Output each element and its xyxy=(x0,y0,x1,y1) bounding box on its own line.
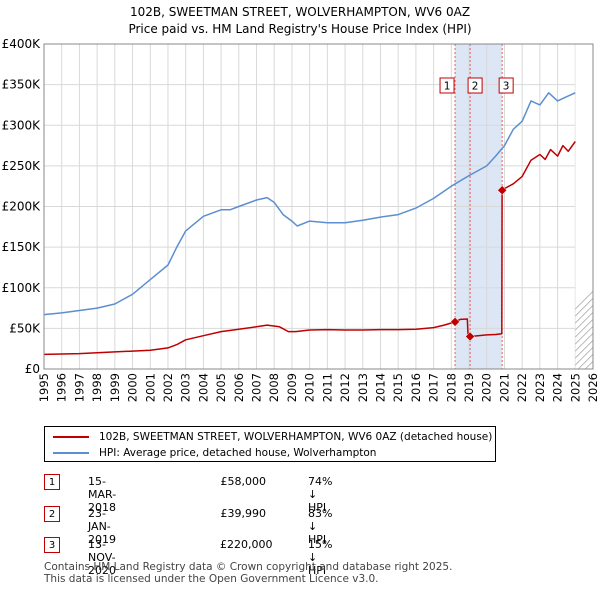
y-tick-label: £150K xyxy=(2,240,42,254)
y-tick-label: £100K xyxy=(2,281,42,295)
plot-frame xyxy=(43,43,594,370)
legend-item-property: 102B, SWEETMAN STREET, WOLVERHAMPTON, WV… xyxy=(53,429,492,445)
footer-copyright: Contains HM Land Registry data © Crown c… xyxy=(44,561,453,573)
transaction-marker-3 xyxy=(497,185,508,196)
transaction-label-text: 2 xyxy=(472,81,479,93)
x-tick-label: 2023 xyxy=(533,373,547,402)
legend-swatch-property xyxy=(53,436,89,438)
future-region xyxy=(575,44,593,369)
transaction-label-box-1 xyxy=(439,77,455,94)
future-hatch-line xyxy=(575,304,594,324)
x-tick-label: 2002 xyxy=(161,373,175,402)
x-tick-label: 2010 xyxy=(303,373,317,402)
transaction-marker-2 xyxy=(465,331,475,342)
x-tick-label: 2007 xyxy=(250,373,264,402)
transaction-label-box-2 xyxy=(467,77,483,94)
x-tick-label: 2021 xyxy=(497,373,511,402)
y-tick-label: £50K xyxy=(9,321,41,335)
transaction-number: 3 xyxy=(44,537,60,553)
legend-item-hpi: HPI: Average price, detached house, Wolv… xyxy=(53,445,376,461)
x-tick-label: 2003 xyxy=(179,373,193,402)
x-tick-label: 2004 xyxy=(196,373,210,402)
x-tick-label: 1999 xyxy=(108,373,122,402)
axes-layer: £0 £50K £100K £150K £200K £250K £300K £350K £400… xyxy=(2,37,600,402)
x-tick-label: 2005 xyxy=(214,373,228,402)
y-tick-label: £200K xyxy=(2,200,42,214)
transaction-number: 1 xyxy=(44,474,60,490)
x-tick-label: 1996 xyxy=(55,373,69,402)
transaction-date: 23-JAN-2019 xyxy=(88,507,116,546)
x-tick-label: 2001 xyxy=(143,373,157,402)
footer-licence: This data is licensed under the Open Gov… xyxy=(44,573,379,585)
x-tick-label: 2026 xyxy=(586,373,600,402)
transaction-markers-layer xyxy=(450,185,508,342)
transaction-label-text: 3 xyxy=(503,81,510,93)
transaction-label-text: 1 xyxy=(444,81,451,93)
y-tick-label: £300K xyxy=(2,118,42,132)
y-tick-label: £0 xyxy=(25,362,40,376)
x-tick-label: 2024 xyxy=(551,373,565,402)
x-tick-label: 2019 xyxy=(462,373,476,402)
x-tick-label: 2025 xyxy=(568,373,582,402)
transaction-hpi: 83% ↓ HPI xyxy=(308,507,333,546)
property-price-line xyxy=(43,141,576,356)
y-tick-label: £250K xyxy=(2,159,42,173)
x-tick-label: 2012 xyxy=(338,373,352,402)
transaction-hpi: 15% ↓ HPI xyxy=(308,538,333,577)
hpi-line xyxy=(43,92,576,316)
y-tick-label: £400K xyxy=(2,37,42,51)
transaction-price: £220,000 xyxy=(220,538,273,551)
x-tick-label: 2017 xyxy=(427,373,441,402)
transaction-marker-1 xyxy=(450,317,460,327)
x-tick-label: 2011 xyxy=(320,373,334,402)
x-tick-label: 2000 xyxy=(126,373,140,402)
x-tick-label: 2016 xyxy=(409,373,423,402)
transaction-date: 15-MAR-2018 xyxy=(88,475,117,514)
transaction-label-box-3 xyxy=(498,77,514,94)
legend-label-hpi: HPI: Average price, detached house, Wolv… xyxy=(99,447,377,459)
chart-subtitle: Price paid vs. HM Land Registry's House … xyxy=(128,22,472,36)
x-tick-label: 2006 xyxy=(232,373,246,402)
transaction-price: £58,000 xyxy=(220,475,267,488)
legend-label-property: 102B, SWEETMAN STREET, WOLVERHAMPTON, WV… xyxy=(99,431,493,443)
chart-title: 102B, SWEETMAN STREET, WOLVERHAMPTON, WV… xyxy=(129,5,471,19)
price-chart: £0 £50K £100K £150K £200K £250K £300K £350K £400… xyxy=(2,37,600,402)
x-tick-label: 1995 xyxy=(37,373,51,402)
transaction-hpi: 74% ↓ HPI xyxy=(308,475,333,514)
x-tick-label: 2022 xyxy=(515,373,529,402)
x-tick-label: 2014 xyxy=(373,373,387,402)
x-tick-label: 1998 xyxy=(90,373,104,402)
legend-swatch-hpi xyxy=(53,452,89,454)
legend: 102B, SWEETMAN STREET, WOLVERHAMPTON, WV… xyxy=(44,426,496,462)
transaction-price: £39,990 xyxy=(220,507,267,520)
y-tick-label: £350K xyxy=(2,78,42,92)
series-layer xyxy=(43,92,576,356)
x-tick-label: 2008 xyxy=(267,373,281,402)
x-tick-label: 1997 xyxy=(72,373,86,402)
x-tick-label: 2018 xyxy=(444,373,458,402)
transaction-number: 2 xyxy=(44,506,60,522)
future-hatch-line xyxy=(575,297,594,317)
future-hatch-layer xyxy=(575,44,594,369)
future-hatch-line xyxy=(575,311,594,331)
transaction-date: 13-NOV-2020 xyxy=(88,538,116,577)
x-tick-label: 2013 xyxy=(356,373,370,402)
x-tick-label: 2020 xyxy=(480,373,494,402)
x-tick-label: 2009 xyxy=(285,373,299,402)
x-tick-label: 2015 xyxy=(391,373,405,402)
transaction-labels-layer: 1 2 3 xyxy=(439,77,514,94)
